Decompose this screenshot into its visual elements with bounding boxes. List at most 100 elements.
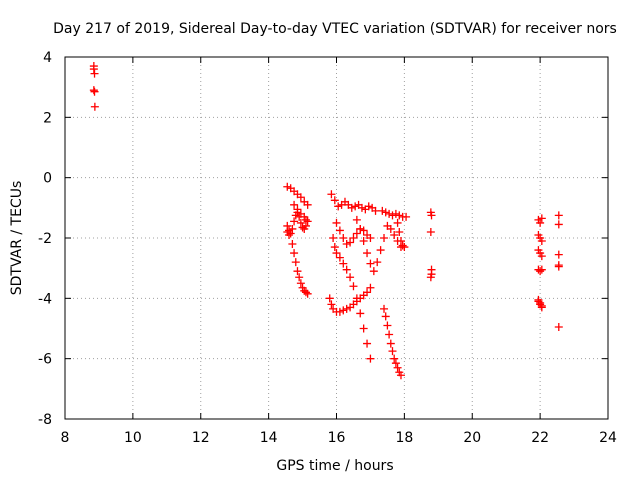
series-arc-g — [327, 190, 380, 215]
data-point — [342, 304, 351, 313]
data-point — [303, 289, 312, 298]
data-point — [366, 283, 375, 292]
data-point — [330, 196, 339, 205]
series-arc-b — [283, 227, 312, 298]
data-point — [303, 200, 312, 209]
data-point — [90, 69, 99, 78]
x-axis-label: GPS time / hours — [276, 458, 393, 474]
data-point — [396, 371, 405, 380]
data-point — [290, 249, 299, 258]
data-point — [290, 200, 299, 209]
data-point — [380, 234, 389, 242]
data-point — [339, 259, 348, 268]
data-point — [295, 273, 304, 282]
data-point — [393, 363, 402, 372]
data-point — [89, 65, 98, 74]
data-point — [352, 294, 361, 303]
data-point — [426, 227, 435, 236]
series-arc-e — [325, 283, 375, 316]
data-point — [298, 223, 307, 232]
data-point — [283, 221, 292, 230]
data-point — [346, 238, 355, 247]
y-tick-label: 4 — [43, 50, 52, 66]
data-point — [366, 354, 375, 363]
data-point — [393, 218, 402, 227]
data-point — [427, 211, 436, 220]
x-tick-label: 14 — [260, 430, 278, 446]
series-early — [89, 62, 99, 111]
x-tick-label: 24 — [599, 430, 617, 446]
series-arc-f — [329, 234, 375, 363]
data-point — [363, 288, 372, 297]
data-point — [335, 307, 344, 316]
data-point — [339, 306, 348, 315]
data-point — [332, 218, 341, 227]
data-point — [291, 258, 300, 267]
data-point — [293, 205, 302, 214]
data-point — [400, 243, 409, 252]
data-point — [296, 193, 305, 202]
data-point — [286, 229, 295, 238]
series-arc-a — [283, 182, 312, 209]
data-point — [342, 240, 351, 249]
x-tick-label: 16 — [328, 430, 346, 446]
data-point — [357, 203, 366, 212]
series-arc-k — [380, 304, 405, 380]
data-point — [335, 253, 344, 262]
y-tick-label: -2 — [38, 231, 52, 247]
data-point — [364, 202, 373, 211]
data-point — [359, 237, 368, 246]
data-point — [363, 339, 372, 348]
data-point — [536, 267, 545, 276]
data-point — [395, 211, 404, 220]
data-point — [390, 230, 399, 239]
data-point — [359, 226, 368, 235]
data-point — [349, 282, 358, 291]
data-point — [332, 249, 341, 258]
data-point — [388, 347, 397, 356]
data-point — [351, 202, 360, 211]
data-point — [90, 102, 99, 111]
data-point — [537, 303, 546, 312]
data-point — [537, 214, 546, 223]
data-point — [342, 265, 351, 274]
data-point — [385, 209, 394, 218]
x-tick-label: 12 — [192, 430, 210, 446]
data-point — [346, 273, 355, 282]
data-point — [301, 288, 310, 297]
x-tick-label: 18 — [395, 430, 413, 446]
data-point — [537, 252, 546, 261]
data-point — [366, 259, 375, 268]
data-point — [390, 354, 399, 363]
series-arc-l — [393, 218, 409, 252]
data-point — [288, 224, 297, 233]
data-point — [356, 309, 365, 318]
data-point — [283, 182, 292, 191]
data-point — [356, 224, 365, 233]
data-point — [90, 87, 99, 96]
data-point — [554, 322, 563, 331]
series-mid-18.8 — [426, 208, 436, 282]
data-point — [402, 212, 411, 221]
data-point — [536, 218, 545, 227]
data-point — [373, 258, 382, 267]
data-point — [335, 226, 344, 235]
data-point — [386, 224, 395, 233]
series-arc-h — [332, 218, 375, 249]
data-point — [391, 359, 400, 368]
data-point — [386, 339, 395, 348]
series-arc-d — [290, 200, 312, 226]
data-point — [296, 218, 305, 227]
series-late-22.55 — [554, 211, 563, 331]
data-point — [349, 234, 358, 242]
x-tick-label: 10 — [124, 430, 142, 446]
data-point — [388, 211, 397, 220]
data-point — [334, 202, 343, 211]
data-point — [378, 206, 387, 215]
data-point — [537, 265, 546, 274]
data-point — [359, 324, 368, 333]
data-point — [398, 241, 407, 250]
data-point — [383, 321, 392, 330]
data-point — [89, 86, 98, 95]
